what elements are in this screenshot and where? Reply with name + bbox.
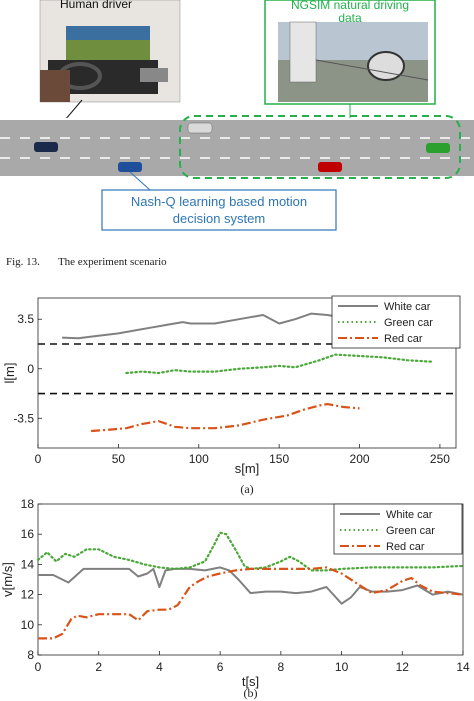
x-axis-label: s[m] (235, 461, 260, 476)
y-tick-label: 14 (21, 557, 35, 571)
x-tick-label: 50 (112, 452, 126, 466)
chart-velocity: 0 2 4 6 8 10 12 14 8 10 12 14 16 18 t[s] v[m/s] White ca… (0, 497, 470, 700)
series-line-green-car (125, 353, 433, 375)
road (0, 118, 474, 178)
x-tick-label: 150 (269, 452, 289, 466)
figure-caption-text: The experiment scenario (57, 256, 167, 268)
decision-box (101, 189, 337, 231)
chart-lateral-position: 0 50 100 150 200 250 3.5 0 -3.5 s[m] l[m] White car… (2, 295, 461, 496)
x-tick-label: 4 (156, 660, 163, 674)
x-tick-label: 10 (335, 660, 349, 674)
legend-label: Red car (384, 333, 423, 345)
legend-label: White car (384, 301, 431, 313)
figure-caption-label: Fig. 13. (6, 256, 40, 268)
decision-label-line1: Nash-Q learning based motion (131, 194, 307, 209)
human-driver-photo (39, 0, 181, 103)
x-tick-label: 8 (278, 660, 285, 674)
series-line-red-car (38, 566, 464, 640)
ngsim-region (179, 115, 461, 179)
red-car (318, 162, 342, 172)
ngsim-photo (278, 21, 429, 102)
x-tick-label: 14 (456, 660, 470, 674)
figure-caption: Fig. 13. The experiment scenario (6, 256, 167, 268)
panel-label: (b) (244, 686, 258, 700)
x-tick-label: 0 (35, 660, 42, 674)
legend-box (333, 503, 463, 555)
legend-label: Green car (384, 317, 433, 329)
decision-car (118, 162, 142, 172)
legend-box (331, 295, 461, 349)
y-tick-label: 16 (21, 527, 35, 541)
series-line-green-car (36, 531, 465, 572)
series-line-red-car (91, 402, 360, 433)
white-car (187, 122, 213, 134)
ngsim-label-line2: data (338, 11, 362, 25)
decision-pointer (129, 171, 151, 191)
x-tick-label: 250 (430, 452, 450, 466)
x-tick-label: 2 (95, 660, 102, 674)
ngsim-label-line1: NGSIM natural driving (291, 0, 409, 12)
legend-label: Green car (386, 525, 435, 537)
y-tick-label: 12 (21, 588, 35, 602)
y-tick-label: -3.5 (13, 411, 34, 425)
y-axis-label: l[m] (2, 363, 17, 384)
y-tick-label: 18 (21, 497, 35, 511)
x-axis-label: t[s] (242, 674, 259, 689)
y-tick-label: 0 (27, 362, 34, 376)
y-tick-label: 8 (27, 648, 34, 662)
legend-label: White car (386, 509, 433, 521)
x-tick-label: 100 (189, 452, 209, 466)
panel-label: (a) (240, 482, 253, 496)
experiment-scenario-illustration: Human driver NGSIM natural driving data … (0, 0, 474, 231)
y-axis-label: v[m/s] (0, 562, 15, 597)
y-tick-label: 3.5 (17, 312, 34, 326)
human-driver-label: Human driver (60, 0, 132, 11)
x-tick-label: 200 (350, 452, 370, 466)
x-tick-label: 6 (217, 660, 224, 674)
series-line-white-car (62, 312, 360, 340)
x-tick-label: 12 (396, 660, 410, 674)
human-driven-car (34, 142, 58, 152)
decision-label-line2: decision system (173, 211, 265, 226)
x-tick-label: 0 (35, 452, 42, 466)
y-tick-label: 10 (21, 618, 35, 632)
legend-label: Red car (386, 541, 425, 553)
green-car (426, 143, 450, 153)
